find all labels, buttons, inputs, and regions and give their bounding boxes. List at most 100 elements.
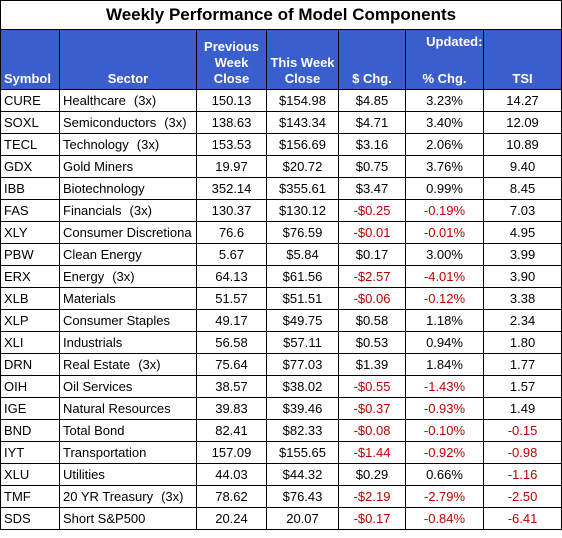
cell-sector: Total Bond	[59, 419, 197, 442]
updated-date: Updated: 5/15/2015	[426, 34, 483, 49]
sector-name: Industrials	[63, 335, 123, 350]
cell-dollar-change: -$2.19	[338, 485, 406, 508]
cell-dollar-change: -$0.25	[338, 199, 406, 222]
cell-dollar-change: $4.71	[338, 111, 406, 134]
cell-percent-change: 1.18%	[405, 309, 484, 332]
cell-percent-change: -0.10%	[405, 419, 484, 442]
cell-tsi: 2.34	[482, 309, 562, 332]
cell-sector: Industrials	[59, 331, 197, 354]
leverage-label: (3x)	[164, 115, 187, 130]
cell-tsi: -1.16	[482, 463, 562, 486]
cell-sector: Real Estate (3x)	[59, 353, 197, 376]
cell-this-close: $39.46	[266, 397, 339, 420]
cell-previous-close: 64.13	[196, 265, 267, 288]
cell-percent-change: -1.43%	[405, 375, 484, 398]
cell-this-close: $154.98	[266, 89, 339, 112]
cell-percent-change: -0.19%	[405, 199, 484, 222]
cell-sector: Energy (3x)	[59, 265, 197, 288]
sector-name: Consumer Discretiona	[63, 225, 192, 240]
sector-name: Oil Services	[63, 379, 133, 394]
cell-sector: Semiconductors (3x)	[59, 111, 197, 134]
cell-this-close: $143.34	[266, 111, 339, 134]
cell-tsi: -0.15	[482, 419, 562, 442]
cell-symbol: SDS	[0, 507, 60, 530]
table-body: CURE Healthcare (3x) 150.13 $154.98 $4.85 3.23…	[0, 89, 562, 530]
cell-symbol: FAS	[0, 199, 60, 222]
cell-percent-change: -0.93%	[405, 397, 484, 420]
cell-previous-close: 44.03	[196, 463, 267, 486]
cell-tsi: -6.41	[482, 507, 562, 530]
cell-this-close: $82.33	[266, 419, 339, 442]
cell-sector: Transportation	[59, 441, 197, 464]
cell-this-close: $20.72	[266, 155, 339, 178]
sector-name: Technology	[63, 137, 129, 152]
cell-tsi: -0.98	[482, 441, 562, 464]
cell-percent-change: -4.01%	[405, 265, 484, 288]
cell-this-close: $44.32	[266, 463, 339, 486]
cell-tsi: 3.38	[482, 287, 562, 310]
table-row: ERX Energy (3x) 64.13 $61.56 -$2.57 -4.01% 3.90	[0, 265, 562, 288]
table-row: BND Total Bond 82.41 $82.33 -$0.08 -0.10% -0.1…	[0, 419, 562, 442]
cell-symbol: IYT	[0, 441, 60, 464]
sector-name: Financials	[63, 203, 122, 218]
cell-dollar-change: -$0.06	[338, 287, 406, 310]
cell-this-close: $77.03	[266, 353, 339, 376]
cell-dollar-change: $3.16	[338, 133, 406, 156]
header-tsi: TSI	[482, 29, 562, 90]
cell-symbol: PBW	[0, 243, 60, 266]
cell-symbol: GDX	[0, 155, 60, 178]
cell-dollar-change: $0.75	[338, 155, 406, 178]
cell-tsi: 8.45	[482, 177, 562, 200]
cell-previous-close: 76.6	[196, 221, 267, 244]
cell-dollar-change: -$0.37	[338, 397, 406, 420]
cell-percent-change: 2.06%	[405, 133, 484, 156]
cell-previous-close: 157.09	[196, 441, 267, 464]
sector-name: Biotechnology	[63, 181, 145, 196]
sector-name: Utilities	[63, 467, 105, 482]
table-row: SOXL Semiconductors (3x) 138.63 $143.34 $4.71…	[0, 111, 562, 134]
cell-tsi: 14.27	[482, 89, 562, 112]
sector-name: Semiconductors	[63, 115, 157, 130]
cell-sector: Short S&P500	[59, 507, 197, 530]
cell-previous-close: 150.13	[196, 89, 267, 112]
cell-tsi: -2.50	[482, 485, 562, 508]
table-row: OIH Oil Services 38.57 $38.02 -$0.55 -1.43% 1.…	[0, 375, 562, 398]
cell-tsi: 4.95	[482, 221, 562, 244]
table-row: TMF 20 YR Treasury (3x) 78.62 $76.43 -$2.19 -2…	[0, 485, 562, 508]
leverage-label: (3x)	[112, 269, 135, 284]
cell-previous-close: 51.57	[196, 287, 267, 310]
cell-this-close: $57.11	[266, 331, 339, 354]
cell-this-close: $355.61	[266, 177, 339, 200]
cell-symbol: IGE	[0, 397, 60, 420]
cell-previous-close: 49.17	[196, 309, 267, 332]
sector-name: Transportation	[63, 445, 147, 460]
cell-sector: 20 YR Treasury (3x)	[59, 485, 197, 508]
header-percent-change-label: % Chg.	[422, 71, 467, 86]
cell-symbol: XLI	[0, 331, 60, 354]
cell-symbol: OIH	[0, 375, 60, 398]
table-row: IGE Natural Resources 39.83 $39.46 -$0.37 -0.…	[0, 397, 562, 420]
cell-this-close: $49.75	[266, 309, 339, 332]
leverage-label: (3x)	[129, 203, 152, 218]
cell-sector: Technology (3x)	[59, 133, 197, 156]
table-row: XLU Utilities 44.03 $44.32 $0.29 0.66% -1.16	[0, 463, 562, 486]
cell-dollar-change: $0.17	[338, 243, 406, 266]
cell-percent-change: -0.84%	[405, 507, 484, 530]
cell-dollar-change: -$0.08	[338, 419, 406, 442]
table-row: TECL Technology (3x) 153.53 $156.69 $3.16 2.06…	[0, 133, 562, 156]
table-row: XLI Industrials 56.58 $57.11 $0.53 0.94% 1.80	[0, 331, 562, 354]
sector-name: Consumer Staples	[63, 313, 170, 328]
cell-sector: Utilities	[59, 463, 197, 486]
header-percent-change: Updated: 5/15/2015 % Chg.	[405, 29, 484, 90]
cell-previous-close: 78.62	[196, 485, 267, 508]
cell-this-close: $5.84	[266, 243, 339, 266]
cell-previous-close: 56.58	[196, 331, 267, 354]
leverage-label: (3x)	[138, 357, 161, 372]
cell-tsi: 1.80	[482, 331, 562, 354]
cell-percent-change: 0.99%	[405, 177, 484, 200]
cell-symbol: TECL	[0, 133, 60, 156]
cell-dollar-change: $4.85	[338, 89, 406, 112]
cell-this-close: $76.43	[266, 485, 339, 508]
cell-sector: Oil Services	[59, 375, 197, 398]
cell-percent-change: 3.76%	[405, 155, 484, 178]
